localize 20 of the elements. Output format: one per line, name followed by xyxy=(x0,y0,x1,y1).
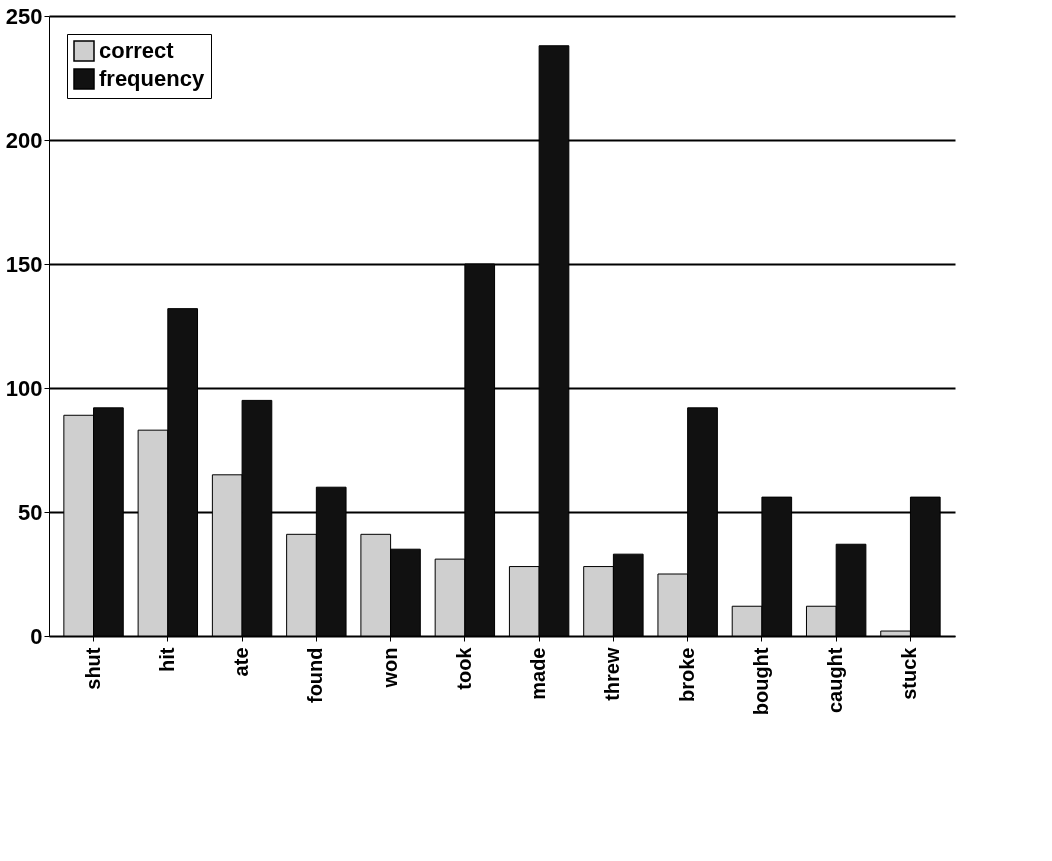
legend-label: correct xyxy=(99,38,175,63)
y-tick-label: 50 xyxy=(18,499,43,525)
x-tick-label: found xyxy=(304,647,327,704)
x-tick-label: caught xyxy=(824,647,847,714)
y-tick-label: 0 xyxy=(30,623,43,649)
x-tick-label: won xyxy=(378,647,401,689)
x-tick-label: stuck xyxy=(898,646,921,700)
y-tick-label: 250 xyxy=(5,3,43,29)
x-tick-label: made xyxy=(527,647,550,700)
x-tick-label: took xyxy=(452,646,475,690)
x-tick-label: ate xyxy=(230,647,253,677)
x-tick-label: broke xyxy=(675,647,698,702)
x-tick-label: threw xyxy=(601,647,624,701)
x-tick-label: bought xyxy=(749,647,772,716)
y-tick-label: 150 xyxy=(5,251,43,277)
y-tick-label: 100 xyxy=(5,375,43,401)
x-tick-label: shut xyxy=(81,647,104,690)
legend-label: frequency xyxy=(99,66,205,91)
y-tick-label: 200 xyxy=(5,127,43,153)
x-tick-label: hit xyxy=(155,647,178,672)
